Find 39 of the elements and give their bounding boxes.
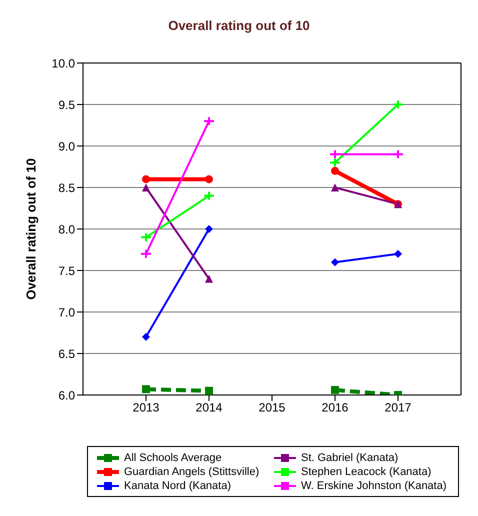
point xyxy=(142,175,150,184)
legend-label: Kanata Nord (Kanata) xyxy=(124,480,232,492)
point xyxy=(329,158,341,168)
point xyxy=(142,332,150,341)
point xyxy=(329,149,341,160)
point xyxy=(331,258,339,266)
point xyxy=(205,225,213,233)
y-tick-label: 7.5 xyxy=(58,264,76,278)
y-tick-label: 6.0 xyxy=(58,388,76,402)
y-tick-label: 8.0 xyxy=(58,222,76,236)
point xyxy=(142,184,150,192)
y-tick-label: 7.0 xyxy=(58,305,76,320)
legend-label: W. Erskine Johnston (Kanata) xyxy=(301,480,447,492)
x-tick-label: 2016 xyxy=(322,400,349,415)
point xyxy=(331,386,339,394)
x-tick-label: 2013 xyxy=(132,400,160,415)
y-tick-label: 10.0 xyxy=(52,56,76,70)
legend-label: St. Gabriel (Kanata) xyxy=(301,452,398,464)
y-tick-label: 6.5 xyxy=(58,346,76,361)
x-tick-label: 2017 xyxy=(384,400,412,415)
legend-label: All Schools Average xyxy=(124,452,222,464)
y-tick-label: 9.5 xyxy=(58,98,76,112)
point xyxy=(205,386,213,395)
point xyxy=(205,274,213,283)
y-tick-label: 8.5 xyxy=(58,180,76,195)
point xyxy=(203,190,215,201)
legend-label: Guardian Angels (Stittsville) xyxy=(124,466,260,478)
point xyxy=(142,385,150,394)
point xyxy=(205,175,213,184)
chart-title: Overall rating out of 10 xyxy=(167,18,311,33)
point xyxy=(331,166,339,175)
y-tick-label: 9.0 xyxy=(58,139,76,154)
point xyxy=(394,250,402,258)
point xyxy=(331,184,339,192)
point xyxy=(203,116,215,126)
legend-label: Stephen Leacock (Kanata) xyxy=(301,466,432,478)
y-axis-title: Overall rating out of 10 xyxy=(24,158,38,300)
x-tick-label: 2014 xyxy=(196,400,223,415)
x-tick-label: 2015 xyxy=(258,400,286,415)
